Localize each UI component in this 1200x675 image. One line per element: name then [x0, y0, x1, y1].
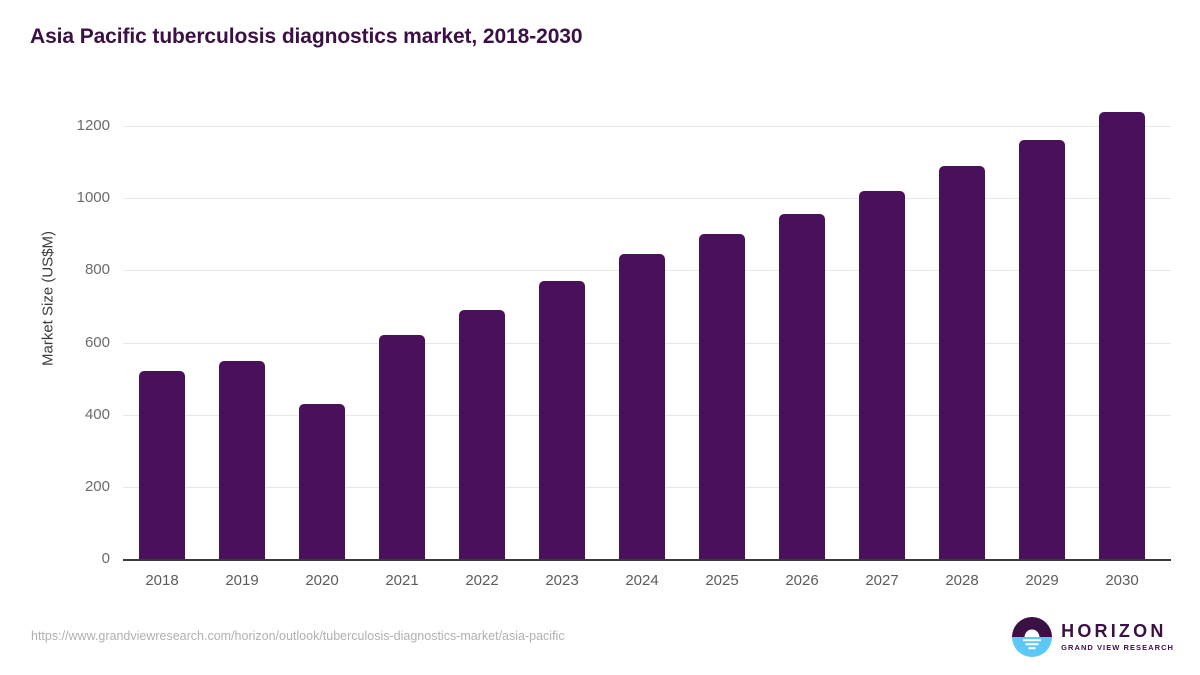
- x-tick-label-2023: 2023: [545, 572, 579, 589]
- bar-2019[interactable]: [219, 360, 265, 559]
- logo-text-block: HORIZON GRAND VIEW RESEARCH: [1061, 622, 1174, 652]
- bar-2020[interactable]: [299, 403, 345, 559]
- y-tick-label: 0: [101, 550, 110, 567]
- bar-2022[interactable]: [459, 310, 505, 559]
- x-tick-label-2027: 2027: [865, 572, 899, 589]
- logo-subtitle: GRAND VIEW RESEARCH: [1061, 643, 1174, 653]
- x-tick-label-2028: 2028: [945, 572, 979, 589]
- gridline: [123, 126, 1171, 127]
- x-tick-label-2018: 2018: [145, 572, 179, 589]
- x-tick-label-2019: 2019: [225, 572, 259, 589]
- x-tick-label-2020: 2020: [305, 572, 339, 589]
- x-axis-ticks: 2018 2019 2020 2021 2022 2023 2024 2025 2026 2027…: [145, 572, 1139, 589]
- bar-2025[interactable]: [699, 234, 745, 559]
- y-tick-label: 800: [84, 261, 110, 279]
- x-tick-label-2022: 2022: [465, 572, 499, 589]
- y-tick-label: 200: [84, 477, 110, 495]
- x-tick-label-2026: 2026: [785, 572, 819, 589]
- bar-2021[interactable]: [379, 335, 425, 559]
- y-tick-label: 1000: [76, 189, 110, 207]
- plot-area: Market Size (US$M) 0 200 400 600 800 1000 1200…: [40, 111, 1171, 589]
- y-axis-ticks: 0 200 400 600 800 1000 1200: [76, 117, 110, 567]
- x-axis-line: [123, 559, 1171, 561]
- bar-2026[interactable]: [779, 214, 825, 559]
- y-tick-label: 400: [84, 405, 110, 423]
- y-tick-label: 1200: [76, 117, 110, 134]
- bar-2023[interactable]: [539, 281, 585, 559]
- horizon-logo: HORIZON GRAND VIEW RESEARCH: [1012, 617, 1174, 657]
- x-tick-label-2030: 2030: [1105, 572, 1139, 589]
- bar-2030[interactable]: [1099, 111, 1145, 559]
- logo-name: HORIZON: [1061, 621, 1167, 642]
- bar-2024[interactable]: [619, 254, 665, 559]
- bar-2029[interactable]: [1019, 140, 1065, 559]
- bar-2027[interactable]: [859, 190, 905, 559]
- bar-series: [139, 111, 1145, 559]
- x-tick-label-2021: 2021: [385, 572, 419, 589]
- x-tick-label-2025: 2025: [705, 572, 739, 589]
- horizon-logo-icon: [1012, 617, 1053, 657]
- gridline: [123, 198, 1171, 200]
- source-url[interactable]: https://www.grandviewresearch.com/horizo…: [31, 629, 565, 643]
- x-tick-label-2024: 2024: [625, 572, 659, 589]
- page-title: Asia Pacific tuberculosis diagnostics ma…: [30, 25, 583, 48]
- y-tick-label: 600: [84, 333, 110, 351]
- x-tick-label-2029: 2029: [1025, 572, 1059, 589]
- bar-2018[interactable]: [139, 371, 185, 559]
- bar-2028[interactable]: [939, 165, 985, 559]
